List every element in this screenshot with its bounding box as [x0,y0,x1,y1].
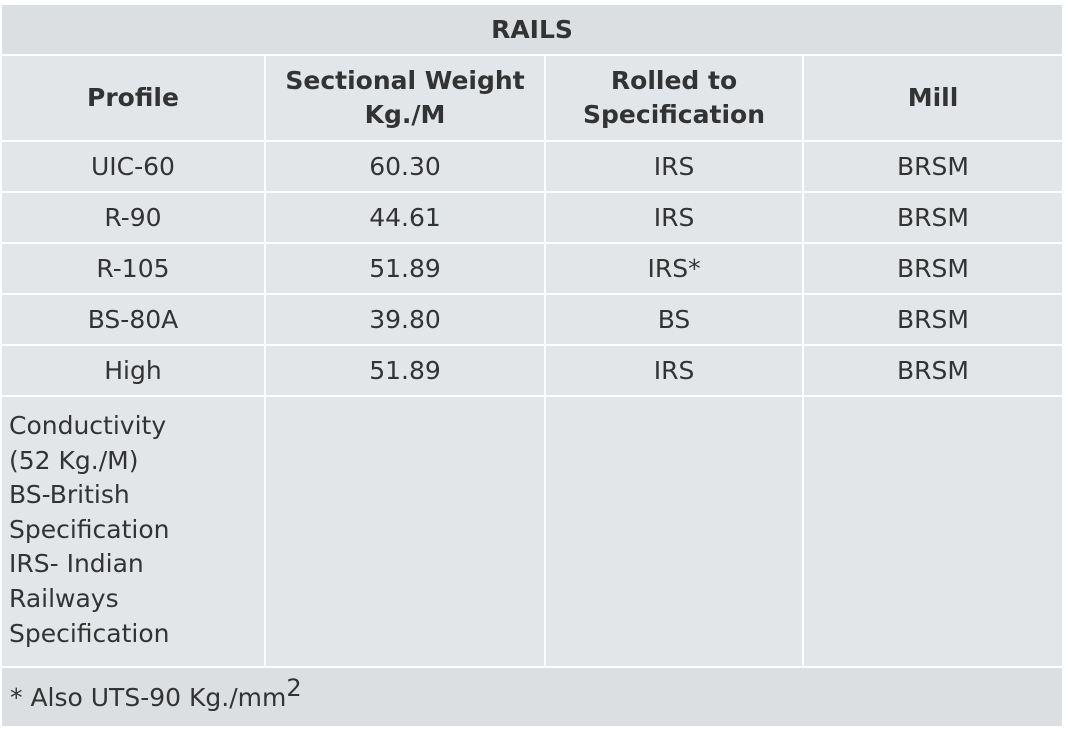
cell-sectional-weight: 51.89 [263,344,547,397]
cell-specification: IRS* [544,242,804,295]
note-line: BS-British [9,480,130,510]
cell-specification: BS [544,293,804,346]
cell-sectional-weight: 39.80 [263,293,547,346]
cell-mill: BRSM [801,140,1065,193]
rails-table: RAILS Profile Sectional Weight Kg./M Rol… [0,3,1065,728]
note-line: Specification [9,514,170,544]
header-sectional-weight: Sectional Weight Kg./M [263,54,547,142]
cell-sectional-weight: 60.30 [263,140,547,193]
rails-table-container: RAILS Profile Sectional Weight Kg./M Rol… [0,3,1065,728]
table-title-row: RAILS [0,3,1064,56]
empty-cell [263,395,547,668]
footnote: * Also UTS-90 Kg./mm2 [0,666,1064,728]
cell-specification: IRS [544,140,804,193]
cell-mill: BRSM [801,191,1065,244]
header-mill: Mill [801,54,1065,142]
header-rolled-to-specification: Rolled to Specification [544,54,804,142]
table-row: R-105 51.89 IRS* BRSM [0,242,1065,295]
note-line: Specification [9,618,170,648]
note-line: Railways [9,583,119,613]
footnote-superscript: 2 [286,673,302,702]
cell-mill: BRSM [801,242,1065,295]
notes-row: Conductivity (52 Kg./M) BS-British Speci… [0,395,1065,668]
header-mill-label: Mill [907,83,959,112]
empty-cell [544,395,804,668]
header-rolled-line1: Rolled to [610,66,738,95]
cell-profile: R-90 [0,191,266,244]
cell-sectional-weight: 51.89 [263,242,547,295]
table-row: BS-80A 39.80 BS BRSM [0,293,1065,346]
table-row: R-90 44.61 IRS BRSM [0,191,1065,244]
table-header-row: Profile Sectional Weight Kg./M Rolled to… [0,54,1065,142]
cell-profile: UIC-60 [0,140,266,193]
cell-mill: BRSM [801,293,1065,346]
cell-specification: IRS [544,344,804,397]
note-line: (52 Kg./M) [9,445,139,475]
header-sectional-weight-line1: Sectional Weight [285,66,525,95]
cell-sectional-weight: 44.61 [263,191,547,244]
note-line: Conductivity [9,411,167,440]
empty-cell [801,395,1065,668]
header-profile-label: Profile [87,83,179,112]
table-title: RAILS [0,3,1064,56]
header-sectional-weight-line2: Kg./M [364,100,446,129]
cell-mill: BRSM [801,344,1065,397]
table-row: High 51.89 IRS BRSM [0,344,1065,397]
footnote-row: * Also UTS-90 Kg./mm2 [0,666,1064,728]
header-profile: Profile [0,54,266,142]
cell-specification: IRS [544,191,804,244]
header-rolled-line2: Specification [583,100,765,129]
notes-cell: Conductivity (52 Kg./M) BS-British Speci… [0,395,266,668]
cell-profile: High [0,344,266,397]
table-row: UIC-60 60.30 IRS BRSM [0,140,1065,193]
cell-profile: BS-80A [0,293,266,346]
note-line: IRS- Indian [9,549,144,579]
footnote-text: * Also UTS-90 Kg./mm [10,682,287,712]
cell-profile: R-105 [0,242,266,295]
